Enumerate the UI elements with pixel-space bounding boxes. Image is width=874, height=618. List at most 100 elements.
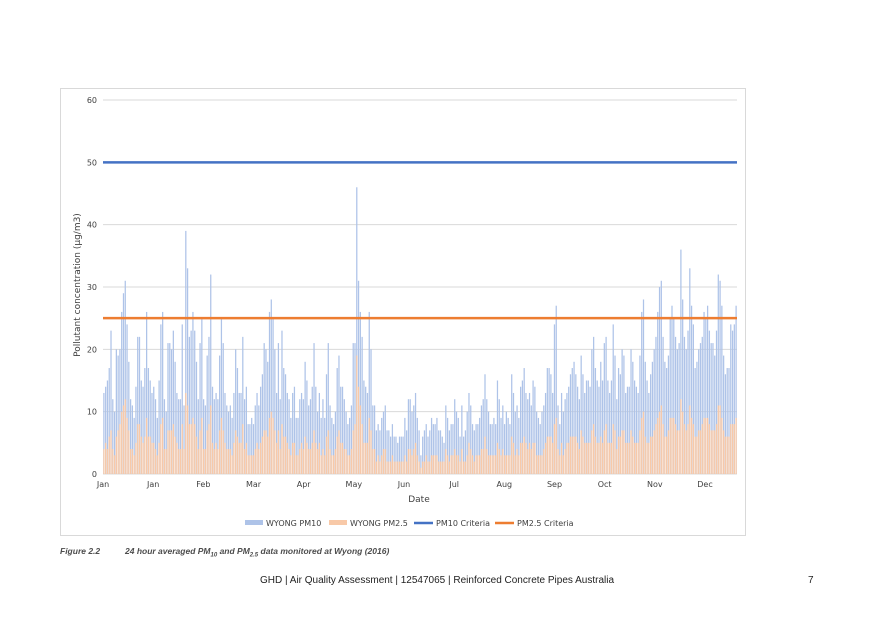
- pm10-bar: [142, 386, 144, 474]
- pm25-bar: [222, 430, 224, 474]
- pm10-bar: [673, 318, 675, 474]
- pm10-bar: [591, 349, 593, 474]
- pm25-bar: [320, 455, 322, 474]
- pm25-bar: [507, 455, 509, 474]
- pm10-bar: [208, 336, 210, 474]
- pm25-bar: [224, 442, 226, 474]
- pm25-bar: [575, 436, 577, 474]
- pm10-bar: [299, 399, 301, 474]
- x-tick-label: Jun: [397, 480, 411, 489]
- pm10-bar: [648, 392, 650, 474]
- pm10-bar: [343, 399, 345, 474]
- pm10-bar: [651, 361, 654, 474]
- pm10-bar: [717, 274, 719, 474]
- pm25-bar: [233, 442, 235, 474]
- pm25-bar: [217, 449, 219, 474]
- pm25-bar: [147, 436, 150, 474]
- pm10-bar: [680, 249, 682, 474]
- pm25-bar: [486, 449, 488, 474]
- pm10-bar: [265, 349, 267, 474]
- pm10-bar: [601, 380, 604, 474]
- pm10-bar: [215, 392, 217, 474]
- legend-label-pm10: WYONG PM10: [266, 519, 321, 528]
- pm25-bar: [441, 461, 443, 474]
- pm25-bar: [523, 436, 525, 474]
- pm25-bar: [325, 436, 328, 474]
- pm10-bar: [272, 318, 274, 474]
- pm25-bar: [459, 461, 461, 474]
- pm10-bar: [119, 349, 121, 474]
- pm25-bar: [138, 424, 141, 474]
- pm25-bar: [609, 442, 611, 474]
- pm25-bar: [185, 392, 187, 474]
- pm10-bar: [325, 374, 328, 474]
- pm25-bar: [276, 442, 278, 474]
- pm25-bar: [106, 449, 109, 474]
- pm10-bar: [628, 386, 630, 474]
- pm10-bar: [151, 392, 153, 474]
- pm10-bar: [721, 305, 723, 474]
- pm25-bar: [623, 430, 625, 474]
- pm10-bar: [432, 424, 434, 474]
- pm10-bar: [532, 380, 534, 474]
- pm25-bar: [450, 455, 452, 474]
- pm25-bar: [617, 436, 620, 474]
- pm10-bar: [395, 436, 397, 474]
- pm10-bar: [297, 417, 299, 474]
- pm25-bar: [489, 455, 491, 474]
- pm10-bar: [247, 424, 249, 474]
- pm25-bar: [381, 455, 383, 474]
- pm10-bar: [334, 411, 337, 474]
- pm10-bar: [642, 299, 645, 474]
- pm25-bar: [564, 449, 566, 474]
- pm25-bar: [452, 455, 454, 474]
- pm25-bar: [687, 424, 689, 474]
- pm10-bar: [290, 417, 292, 474]
- pm25-bar: [660, 405, 662, 474]
- pm10-bar: [146, 311, 148, 474]
- pm25-bar: [382, 449, 385, 474]
- pm10-bar: [354, 343, 356, 474]
- pm10-bar: [434, 424, 436, 474]
- pm10-bar: [557, 405, 559, 474]
- pm25-bar: [133, 455, 135, 474]
- pm10-bar: [457, 417, 459, 474]
- pm25-bar: [388, 461, 390, 474]
- pm25-bar: [377, 455, 379, 474]
- page-footer: GHD | Air Quality Assessment | 12547065 …: [259, 575, 615, 586]
- pm25-bar: [103, 449, 105, 474]
- pm10-bar: [692, 324, 694, 474]
- pm25-bar: [202, 449, 205, 474]
- pm25-bar: [113, 455, 116, 474]
- pm10-bar: [178, 399, 180, 474]
- pm10-bar: [156, 417, 158, 474]
- pm25-bar: [423, 461, 426, 474]
- pm10-bar: [121, 311, 123, 474]
- pm10-bar: [706, 305, 709, 474]
- pm10-bar: [687, 330, 689, 474]
- pm25-bar: [402, 461, 404, 474]
- pm10-bar: [641, 311, 643, 474]
- pm10-bar: [516, 405, 518, 474]
- pm25-bar: [735, 417, 737, 474]
- pm10-bar: [580, 355, 582, 474]
- y-tick-label: 20: [87, 345, 97, 354]
- pm25-bar: [302, 449, 304, 474]
- pm10-bar: [370, 349, 372, 474]
- pm25-bar: [438, 461, 440, 474]
- pm25-bar: [315, 442, 317, 474]
- pm25-bar: [165, 449, 167, 474]
- pm25-bar: [562, 455, 564, 474]
- pm25-bar: [240, 442, 242, 474]
- pm10-bars: [103, 187, 737, 474]
- pm25-bar: [614, 430, 616, 474]
- pm25-bar: [730, 424, 732, 474]
- pm25-bar: [641, 417, 643, 474]
- pm25-bar: [443, 461, 445, 474]
- pm25-bar: [300, 442, 303, 474]
- pm10-bar: [464, 430, 467, 474]
- pm10-bar: [181, 324, 183, 474]
- pm10-bar: [690, 305, 693, 474]
- pm10-bar: [112, 399, 114, 474]
- x-tick-label: Aug: [497, 480, 513, 489]
